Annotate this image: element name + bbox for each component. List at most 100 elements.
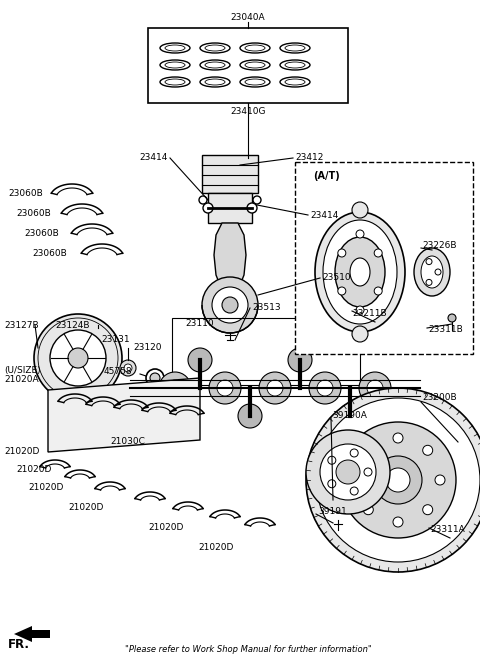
Ellipse shape [285,62,305,68]
Circle shape [328,480,336,488]
Circle shape [120,360,136,376]
Ellipse shape [414,248,450,296]
Text: 23311B: 23311B [428,325,463,335]
Ellipse shape [335,237,385,307]
Circle shape [317,380,333,396]
Circle shape [352,326,368,342]
Circle shape [238,404,262,428]
Circle shape [374,249,382,257]
Circle shape [202,277,258,333]
Text: 21020D: 21020D [16,466,51,474]
Text: 23060B: 23060B [24,230,59,239]
Circle shape [247,203,257,213]
Ellipse shape [240,77,270,87]
Circle shape [68,348,88,368]
Bar [202,155,258,193]
Circle shape [435,475,445,485]
Ellipse shape [200,43,230,53]
Ellipse shape [240,43,270,53]
Circle shape [336,460,360,484]
Ellipse shape [165,79,185,85]
Circle shape [188,348,212,372]
Polygon shape [14,626,50,642]
Circle shape [448,314,456,322]
Text: 21020D: 21020D [28,483,63,493]
Circle shape [352,202,368,218]
Ellipse shape [205,62,225,68]
Text: 23060B: 23060B [32,249,67,258]
Text: 39190A: 39190A [332,411,367,419]
Bar [148,28,348,103]
Ellipse shape [160,43,190,53]
Circle shape [356,230,364,238]
Text: (A/T): (A/T) [313,171,340,181]
Circle shape [50,330,106,386]
Circle shape [253,196,261,204]
Text: 39191: 39191 [318,508,347,516]
Circle shape [338,287,346,295]
Text: 21020D: 21020D [148,523,183,533]
Polygon shape [214,223,246,290]
Circle shape [267,380,283,396]
Circle shape [320,444,376,500]
Ellipse shape [160,60,190,70]
Circle shape [356,306,364,314]
Circle shape [359,372,391,404]
Circle shape [351,475,361,485]
Circle shape [212,287,248,323]
Text: FR.: FR. [8,638,30,651]
Circle shape [199,196,207,204]
Circle shape [338,404,362,428]
Text: 23414: 23414 [140,154,168,163]
Circle shape [34,314,122,402]
Circle shape [363,504,373,515]
Circle shape [309,372,341,404]
Circle shape [259,372,291,404]
Text: 45758: 45758 [104,367,132,375]
Circle shape [350,487,358,495]
Ellipse shape [200,60,230,70]
Circle shape [423,504,432,515]
Text: 23060B: 23060B [8,190,43,199]
Circle shape [306,430,390,514]
Circle shape [374,287,382,295]
Text: "Please refer to Work Shop Manual for further information": "Please refer to Work Shop Manual for fu… [125,646,372,655]
Circle shape [393,517,403,527]
Text: 23410G: 23410G [230,108,266,117]
Ellipse shape [200,77,230,87]
Ellipse shape [160,77,190,87]
Text: 21030C: 21030C [110,438,145,447]
Ellipse shape [245,62,265,68]
Circle shape [374,456,422,504]
Text: 23513: 23513 [252,304,281,312]
Ellipse shape [245,79,265,85]
Circle shape [426,258,432,264]
Ellipse shape [165,45,185,51]
Ellipse shape [280,77,310,87]
Text: 21020A: 21020A [4,375,38,384]
Circle shape [209,372,241,404]
Text: 23412: 23412 [295,154,324,163]
Ellipse shape [245,45,265,51]
Circle shape [423,445,432,455]
Text: 23127B: 23127B [4,321,38,329]
Circle shape [146,369,164,387]
Ellipse shape [285,45,305,51]
Text: 21020D: 21020D [198,544,233,552]
Text: 23110: 23110 [186,319,214,327]
Circle shape [367,380,383,396]
Circle shape [386,468,410,492]
Circle shape [364,468,372,476]
Ellipse shape [240,60,270,70]
Ellipse shape [205,79,225,85]
Text: 23226B: 23226B [422,241,456,251]
Ellipse shape [285,79,305,85]
Bar [208,193,252,223]
Ellipse shape [165,62,185,68]
Text: 23311A: 23311A [430,525,465,535]
Circle shape [426,279,432,285]
Ellipse shape [315,212,405,332]
Circle shape [435,269,441,275]
Bar [172,318,360,385]
Text: 23414: 23414 [310,211,338,220]
